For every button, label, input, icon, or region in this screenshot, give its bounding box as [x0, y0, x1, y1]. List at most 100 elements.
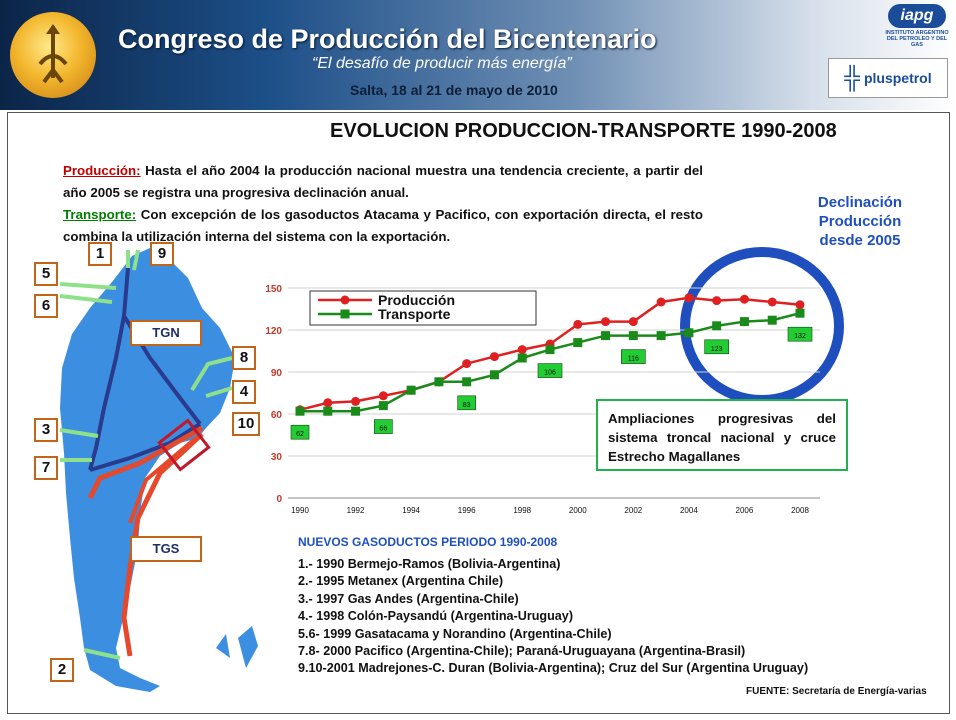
data-point-produccion [601, 317, 611, 327]
data-label-box [537, 363, 563, 378]
data-label-2008: 132 [787, 326, 813, 342]
data-label-text: 132 [794, 333, 806, 340]
conference-place-date: Salta, 18 al 21 de mayo de 2010 [350, 82, 558, 98]
list-item: 7.8- 2000 Pacifico (Argentina-Chile); Pa… [298, 644, 746, 659]
data-point-transporte [573, 338, 583, 348]
data-label-text: 123 [711, 346, 723, 353]
pipeline-number-2: 2 [50, 658, 74, 682]
data-point-produccion [712, 296, 722, 306]
pipeline-number-1: 1 [88, 242, 112, 266]
x-tick-label: 1992 [347, 506, 365, 515]
pipeline-number-8: 8 [232, 346, 256, 370]
y-tick-label: 30 [271, 452, 283, 463]
data-label-1993: 66 [374, 419, 393, 434]
pipeline-number-9: 9 [150, 242, 174, 266]
data-point-transporte [489, 370, 499, 380]
legend-marker [340, 309, 350, 319]
x-tick-label: 1990 [291, 506, 309, 515]
data-point-transporte [712, 321, 722, 331]
pipeline-number-3: 3 [34, 418, 58, 442]
export-line-8-4 [190, 356, 233, 398]
list-item: 3.- 1997 Gas Andes (Argentina-Chile) [298, 591, 519, 606]
x-tick-label: 2008 [791, 506, 809, 515]
legend-label-producción: Producción [378, 292, 455, 308]
conference-header: Congreso de Producción del Bicentenario … [0, 0, 956, 110]
data-point-transporte [739, 317, 749, 327]
data-label-text: 106 [544, 370, 556, 377]
falkland-islands [216, 626, 258, 668]
data-label-1990: 62 [290, 424, 310, 440]
data-point-transporte [684, 328, 694, 338]
source-note: FUENTE: Secretaría de Energía-varias [746, 686, 927, 697]
data-point-produccion [739, 294, 749, 304]
pipelines-title: NUEVOS GASODUCTOS PERIODO 1990-2008 [298, 535, 558, 549]
pipeline-number-6: 6 [34, 294, 58, 318]
pluspetrol-logo: ╬ pluspetrol [828, 58, 948, 98]
tgn-line-1 [88, 267, 130, 471]
x-tick-label: 1994 [402, 506, 420, 515]
bicentenario-logo [10, 12, 96, 98]
data-label-box [704, 339, 729, 355]
data-label-text: 62 [296, 431, 304, 438]
data-point-produccion [684, 293, 694, 303]
decline-highlight-circle [680, 247, 844, 405]
data-label-1996: 83 [457, 395, 476, 411]
data-label-text: 66 [379, 426, 387, 433]
intro-text: Producción: Hasta el año 2004 la producc… [63, 160, 703, 248]
data-point-transporte [323, 406, 333, 416]
data-point-produccion [378, 391, 388, 401]
y-tick-label: 90 [271, 368, 283, 379]
tgs-buenos-aires-box [157, 418, 211, 472]
decline-label: Declinación Producción desde 2005 [817, 194, 903, 249]
export-line-1-9 [126, 249, 140, 271]
produccion-text: Hasta el año 2004 la producción nacional… [63, 163, 703, 200]
data-point-produccion [489, 352, 499, 362]
data-point-transporte [434, 377, 444, 387]
produccion-label: Producción: [63, 163, 141, 178]
data-point-transporte [628, 331, 638, 341]
x-tick-label: 2004 [680, 506, 698, 515]
x-tick-label: 1998 [513, 506, 531, 515]
tgn-label: TGN [130, 320, 202, 346]
x-tick-label: 2006 [736, 506, 754, 515]
chart-axes: 0 30 60 90 120 150 1990 1992 1994 1996 1998 2000 200… [265, 284, 820, 515]
iapg-logo-subtitle: INSTITUTO ARGENTINO DEL PETROLEO Y DEL G… [885, 30, 949, 48]
pluspetrol-logo-text: pluspetrol [863, 70, 932, 86]
data-label-text: 83 [463, 402, 471, 409]
data-point-transporte [795, 308, 805, 318]
data-point-transporte [406, 385, 416, 395]
data-label-box [290, 424, 310, 440]
data-point-transporte [656, 331, 666, 341]
data-label-box [787, 326, 813, 342]
tgs-line-1 [87, 425, 204, 500]
y-tick-label: 60 [271, 410, 283, 421]
conference-title: Congreso de Producción del Bicentenario [118, 24, 657, 54]
x-tick-label: 2002 [624, 506, 642, 515]
chart-series: 62 66 83 106 116 123 132 [290, 293, 813, 440]
data-point-transporte [378, 401, 388, 411]
legend-marker [340, 295, 350, 305]
legend-label-transporte: Transporte [378, 306, 451, 322]
data-label-1999: 106 [537, 363, 563, 378]
data-point-transporte [351, 406, 361, 416]
data-point-produccion [573, 319, 583, 329]
argentina-land [60, 248, 235, 692]
x-tick-label: 2000 [569, 506, 587, 515]
transporte-label: Transporte: [63, 207, 137, 222]
y-tick-label: 150 [265, 284, 282, 295]
tgs-label: TGS [130, 536, 202, 562]
conference-motto: “El desafío de producir más energía” [312, 55, 572, 72]
ampliaciones-callout: Ampliaciones progresivas del sistema tro… [596, 399, 848, 471]
export-line-5-6 [59, 282, 117, 304]
data-point-transporte [545, 345, 555, 355]
y-tick-label: 0 [276, 494, 282, 505]
pluspetrol-mark-icon: ╬ [844, 65, 860, 90]
data-point-produccion [795, 300, 805, 310]
tgn-line-3 [89, 422, 202, 472]
data-label-box [374, 419, 393, 434]
tgs-line-3 [128, 436, 198, 524]
export-line-2 [83, 648, 121, 660]
data-point-produccion [767, 297, 777, 307]
data-label-2002: 116 [621, 349, 646, 364]
